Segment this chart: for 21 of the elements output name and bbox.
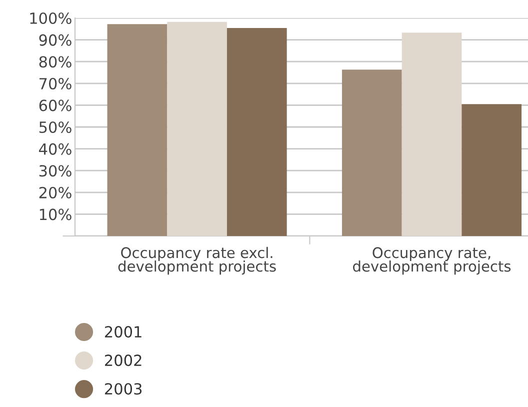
y-tick-label: 100% bbox=[30, 12, 72, 24]
y-tick-label: 30% bbox=[39, 165, 72, 177]
x-tick-label: Occupancy rate excl. development projects bbox=[118, 246, 276, 275]
legend-label: 2002 bbox=[105, 354, 142, 366]
legend-label: 2003 bbox=[105, 383, 142, 395]
x-tick-label: Occupancy rate, development projects bbox=[353, 247, 511, 275]
legend-label: 2001 bbox=[105, 326, 142, 338]
y-tick-label: 10% bbox=[40, 208, 72, 220]
y-tick-label: 80% bbox=[39, 56, 72, 68]
bar bbox=[462, 104, 522, 236]
bar bbox=[167, 22, 227, 236]
y-tick-label: 40% bbox=[39, 143, 72, 155]
bar bbox=[342, 70, 402, 236]
bar bbox=[402, 32, 462, 236]
y-tick-label: 60% bbox=[39, 100, 72, 112]
bar bbox=[226, 28, 287, 236]
y-tick-label: 20% bbox=[39, 186, 72, 198]
y-tick-label: 70% bbox=[40, 78, 72, 90]
bar bbox=[107, 24, 168, 236]
y-tick-label: 90% bbox=[39, 34, 72, 46]
y-tick-label: 50% bbox=[39, 121, 72, 134]
